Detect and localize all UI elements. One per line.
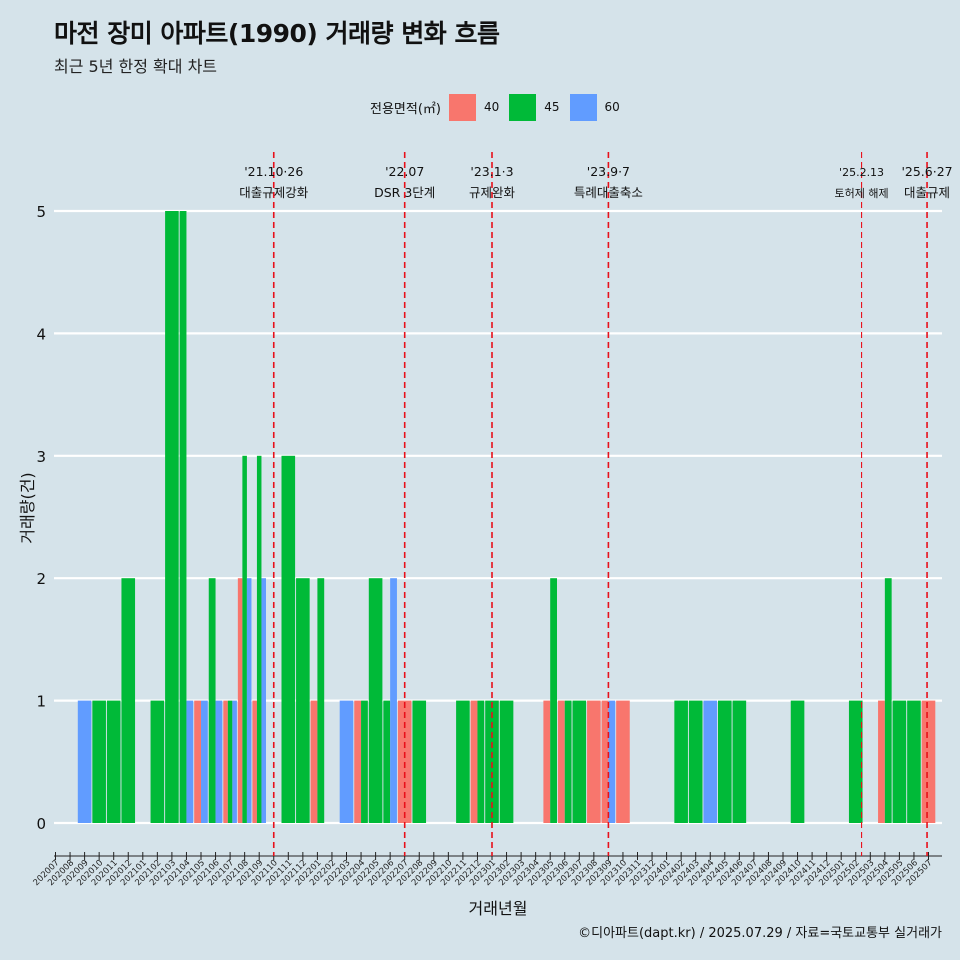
bar-45-202403 bbox=[688, 700, 703, 823]
bar-60-202104 bbox=[186, 700, 194, 823]
bar-45-202506 bbox=[907, 700, 921, 823]
legend-label-45: 45 bbox=[544, 100, 560, 114]
legend-swatch-45 bbox=[509, 93, 537, 121]
bar-45-202505 bbox=[892, 700, 907, 823]
event-date-label: '25.6·27 bbox=[901, 164, 952, 179]
y-tick-label: 5 bbox=[36, 203, 46, 221]
bar-40-202305 bbox=[543, 700, 551, 823]
chart-title: 마전 장미 아파트(1990) 거래량 변화 흐름 bbox=[54, 19, 500, 48]
event-name-label: 토허제 해제 bbox=[835, 186, 889, 200]
legend: 전용면적(㎡) 40 45 60 bbox=[370, 92, 630, 122]
bar-60-202106 bbox=[215, 700, 223, 823]
event-date-label: '23.1·3 bbox=[470, 164, 513, 179]
bar-40-202107 bbox=[223, 700, 228, 823]
event-name-label: 대출규제 bbox=[904, 185, 950, 200]
bar-60-202404 bbox=[703, 700, 718, 823]
bar-40-202201 bbox=[310, 700, 318, 823]
bar-45-202306 bbox=[564, 700, 572, 823]
bar-40-202310 bbox=[616, 700, 630, 823]
bar-45-202305 bbox=[550, 578, 557, 823]
bar-45-202011 bbox=[106, 700, 121, 823]
bar-45-202111 bbox=[281, 455, 296, 823]
bar-40-202308 bbox=[587, 700, 601, 823]
y-tick-label: 4 bbox=[36, 325, 46, 343]
bar-40-202507 bbox=[921, 700, 936, 823]
legend-item-45: 45 bbox=[509, 93, 560, 121]
bar-40-202207 bbox=[397, 700, 412, 823]
bar-45-202102 bbox=[150, 700, 165, 823]
bar-45-202201 bbox=[317, 578, 325, 823]
event-date-label: '23.9·7 bbox=[587, 164, 630, 179]
bar-60-202109 bbox=[261, 578, 266, 823]
bar-40-202504 bbox=[878, 700, 885, 823]
bar-60-202107 bbox=[232, 700, 237, 823]
bar-45-202107 bbox=[227, 700, 233, 823]
bar-45-202405 bbox=[718, 700, 732, 823]
bar-45-202301 bbox=[485, 700, 499, 823]
event-name-label: 대출규제강화 bbox=[239, 185, 309, 200]
legend-label-60: 60 bbox=[604, 100, 620, 114]
bar-45-202104 bbox=[179, 211, 187, 823]
bar-45-202112 bbox=[296, 578, 310, 823]
bar-45-202410 bbox=[790, 700, 805, 823]
legend-item-60: 60 bbox=[569, 93, 620, 121]
event-date-label: '22.07 bbox=[385, 164, 424, 179]
bar-45-202406 bbox=[732, 700, 747, 823]
bar-40-202204 bbox=[354, 700, 362, 823]
bar-45-202208 bbox=[412, 700, 427, 823]
bar-45-202206 bbox=[383, 700, 391, 823]
event-date-label: '21.10·26 bbox=[244, 164, 303, 179]
legend-label-40: 40 bbox=[483, 100, 500, 114]
bar-45-202504 bbox=[884, 578, 892, 823]
y-tick-label: 3 bbox=[36, 448, 46, 466]
bar-60-202009 bbox=[77, 700, 92, 823]
bar-45-202402 bbox=[674, 700, 688, 823]
y-axis-title: 거래량(건) bbox=[18, 472, 37, 543]
bar-60-202309 bbox=[608, 700, 616, 823]
bar-60-202108 bbox=[246, 578, 252, 823]
event-name-label: DSR 3단계 bbox=[374, 185, 435, 200]
bar-45-202204 bbox=[361, 700, 368, 823]
bar-45-202012 bbox=[121, 578, 136, 823]
bar-40-202105 bbox=[194, 700, 201, 823]
y-tick-label: 2 bbox=[36, 570, 46, 588]
bar-40-202108 bbox=[237, 578, 243, 823]
bar-60-202206 bbox=[390, 578, 397, 823]
bar-45-202302 bbox=[499, 700, 514, 823]
bar-45-202108 bbox=[242, 455, 247, 823]
bar-45-202502 bbox=[848, 700, 863, 823]
x-axis-title: 거래년월 bbox=[469, 899, 528, 918]
event-date-label: '25.2.13 bbox=[839, 166, 884, 179]
bar-45-202307 bbox=[572, 700, 587, 823]
bar-45-202212 bbox=[477, 700, 485, 823]
bar-45-202103 bbox=[165, 211, 179, 823]
bar-40-202309 bbox=[601, 700, 609, 823]
source-caption: ©디아파트(dapt.kr) / 2025.07.29 / 자료=국토교통부 실… bbox=[578, 926, 942, 941]
y-tick-label: 0 bbox=[36, 815, 46, 833]
bar-60-202105 bbox=[201, 700, 208, 823]
bar-45-202010 bbox=[92, 700, 106, 823]
bar-60-202203 bbox=[339, 700, 354, 823]
bar-40-202306 bbox=[557, 700, 565, 823]
bar-40-202212 bbox=[470, 700, 478, 823]
y-tick-label: 1 bbox=[36, 693, 46, 711]
bar-45-202211 bbox=[456, 700, 470, 823]
chart-subtitle: 최근 5년 한정 확대 차트 bbox=[54, 57, 218, 76]
bar-45-202205 bbox=[368, 578, 383, 823]
legend-item-40: 40 bbox=[448, 93, 500, 121]
bar-40-202109 bbox=[252, 700, 257, 823]
event-name-label: 특례대출축소 bbox=[574, 185, 643, 200]
legend-swatch-40 bbox=[448, 93, 476, 121]
legend-title: 전용면적(㎡) bbox=[370, 101, 441, 117]
bar-45-202109 bbox=[256, 455, 262, 823]
event-name-label: 규제완화 bbox=[469, 185, 516, 200]
legend-swatch-60 bbox=[569, 93, 597, 121]
bar-45-202106 bbox=[208, 578, 216, 823]
